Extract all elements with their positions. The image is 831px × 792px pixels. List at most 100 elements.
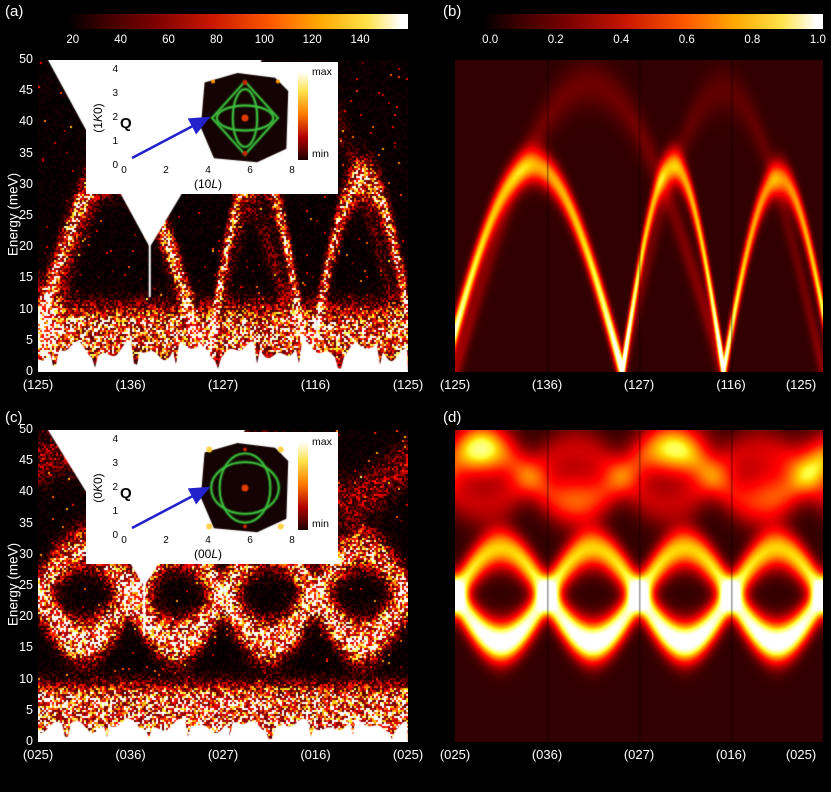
panel-label-b: (b)	[443, 3, 462, 20]
brillouin-zone-map	[198, 70, 292, 166]
colorbar-left-tick: 80	[210, 34, 223, 46]
path-label-bottom: (027)	[623, 747, 655, 762]
energy-tick-bottom: 40	[19, 484, 33, 499]
inset-xtick: 8	[289, 165, 295, 176]
energy-tick-top: 15	[19, 270, 33, 285]
path-label-top: (127)	[623, 377, 655, 392]
path-label-bottom: (027)	[207, 747, 239, 762]
colorbar-normalized-gradient	[483, 14, 823, 29]
q-vector-label: Q	[120, 115, 132, 132]
energy-tick-top: 10	[19, 301, 33, 316]
inset-ytick: 2	[112, 482, 118, 493]
energy-tick-bottom: 10	[19, 671, 33, 686]
inset-a-xlabel: (10L)	[193, 177, 223, 191]
colorbar-left-tick: 60	[162, 34, 175, 46]
colorbar-left-tick: 20	[66, 34, 80, 46]
energy-tick-top: 0	[26, 364, 33, 378]
panel-label-d: (d)	[443, 409, 462, 426]
energy-tick-bottom: 30	[19, 546, 33, 561]
energy-tick-top: 5	[26, 332, 33, 347]
q-vector-label: Q	[120, 485, 132, 502]
inset-ytick: 0	[112, 160, 118, 171]
colorbar-left-tick: 100	[254, 34, 274, 46]
inset-xtick: 2	[163, 165, 169, 176]
energy-tick-bottom: 5	[26, 702, 33, 717]
energy-tick-top: 50	[19, 52, 33, 66]
path-label-bottom: (025)	[785, 747, 817, 762]
colorbar-right-tick: 1.0	[809, 34, 826, 46]
path-label-top: (125)	[392, 377, 424, 392]
panel-label-c: (c)	[5, 409, 23, 426]
inset-xtick: 0	[121, 165, 127, 176]
path-label-bottom: (025)	[439, 747, 471, 762]
path-label-top: (125)	[22, 377, 54, 392]
inset-c-max-label: max	[312, 436, 332, 448]
colorbar-intensity-gradient	[68, 14, 408, 29]
inset-xtick: 0	[121, 535, 127, 546]
path-label-top: (116)	[716, 377, 746, 392]
energy-tick-top: 20	[19, 239, 33, 254]
path-label-top: (116)	[300, 377, 331, 392]
colorbar-normalized	[483, 14, 823, 29]
inset-ytick: 3	[112, 458, 118, 469]
inset-ytick: 0	[112, 530, 118, 541]
inset-a-colorbar	[298, 72, 308, 160]
inset-ytick: 4	[112, 64, 118, 75]
path-label-top: (127)	[207, 377, 239, 392]
inset-c-xlabel: (00L)	[193, 547, 223, 561]
inset-c-colorbar	[298, 442, 308, 530]
inset-xtick: 4	[205, 535, 211, 546]
q-arrow-icon	[131, 486, 211, 530]
inset-xtick: 8	[289, 535, 295, 546]
energy-tick-top: 30	[19, 176, 33, 191]
energy-tick-top: 45	[19, 83, 33, 98]
inset-xtick: 6	[247, 165, 253, 176]
inset-ytick: 1	[112, 506, 118, 517]
path-label-top: (136)	[531, 377, 563, 392]
inset-a-min-label: min	[312, 148, 329, 160]
colorbar-right-tick: 0.8	[744, 34, 761, 46]
path-label-bottom: (036)	[531, 747, 563, 762]
colorbar-intensity	[68, 14, 408, 29]
energy-tick-top: 25	[19, 208, 33, 222]
heatmap-panel-d	[455, 430, 823, 742]
energy-tick-top: 40	[19, 114, 33, 129]
colorbar-right-tick: 0.2	[547, 34, 564, 46]
path-label-top: (136)	[115, 377, 146, 392]
path-label-bottom: (025)	[392, 747, 424, 762]
path-label-top: (125)	[439, 377, 471, 392]
inset-c-min-label: min	[312, 518, 329, 530]
colorbar-right-tick: 0.6	[678, 34, 695, 46]
energy-tick-bottom: 0	[26, 734, 33, 748]
colorbar-right-tick: 0.0	[482, 34, 499, 46]
inset-ytick: 4	[112, 434, 118, 445]
inset-ytick: 2	[112, 112, 118, 123]
inset-a-max-label: max	[312, 66, 332, 78]
inset-ytick: 1	[112, 136, 118, 147]
colorbar-left-tick: 140	[350, 34, 370, 46]
inset-xtick: 2	[163, 535, 169, 546]
energy-tick-bottom: 20	[19, 609, 33, 624]
colorbar-left-tick: 120	[302, 34, 322, 46]
colorbar-right-tick: 0.4	[613, 34, 630, 46]
path-label-bottom: (025)	[22, 747, 54, 762]
energy-tick-bottom: 45	[19, 453, 33, 468]
energy-tick-bottom: 15	[19, 640, 33, 655]
heatmap-panel-b	[455, 60, 823, 372]
path-label-bottom: (016)	[715, 747, 747, 762]
panel-label-a: (a)	[5, 3, 24, 20]
brillouin-zone-map	[198, 440, 292, 536]
q-arrow-icon	[131, 116, 211, 160]
energy-tick-bottom: 35	[19, 515, 33, 530]
inset-xtick: 4	[205, 165, 211, 176]
energy-tick-bottom: 25	[19, 578, 33, 592]
energy-tick-bottom: 50	[19, 422, 33, 436]
colorbar-left-tick: 40	[114, 34, 128, 46]
path-label-bottom: (036)	[115, 747, 146, 762]
inset-xtick: 6	[247, 535, 253, 546]
path-label-bottom: (016)	[300, 747, 331, 762]
inset-ytick: 3	[112, 88, 118, 99]
